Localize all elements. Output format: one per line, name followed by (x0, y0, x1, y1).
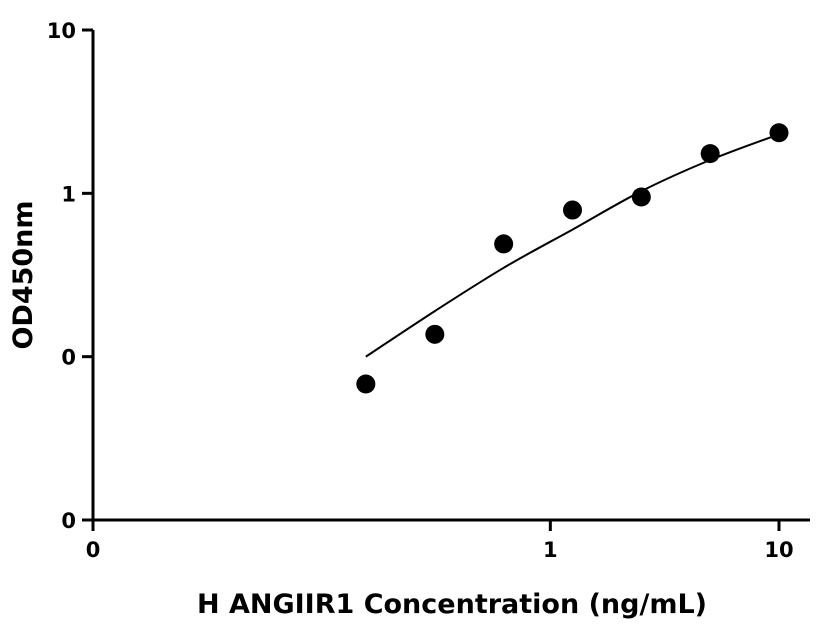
y-tick-label-3: 10 (47, 19, 76, 43)
fit-curve-layer (365, 133, 780, 358)
fit-curve (365, 133, 780, 358)
data-point-4 (631, 187, 651, 207)
data-point-0 (356, 374, 376, 394)
data-points-layer (356, 123, 789, 394)
y-tick-label-1: 0 (61, 346, 76, 370)
data-point-5 (700, 144, 720, 164)
y-tick-label-0: 0 (61, 509, 76, 533)
axes-layer (91, 30, 810, 522)
y-axis-title: OD450nm (8, 200, 39, 349)
x-tick-label-1: 1 (543, 538, 558, 562)
x-tick-label-2: 10 (764, 538, 793, 562)
x-axis-title: H ANGIIR1 Concentration (ng/mL) (197, 589, 707, 620)
data-point-2 (494, 234, 514, 254)
data-point-1 (425, 324, 445, 344)
data-point-3 (562, 200, 582, 220)
y-tick-label-2: 1 (61, 182, 76, 206)
data-point-6 (769, 123, 789, 143)
x-tick-label-0: 0 (86, 538, 101, 562)
